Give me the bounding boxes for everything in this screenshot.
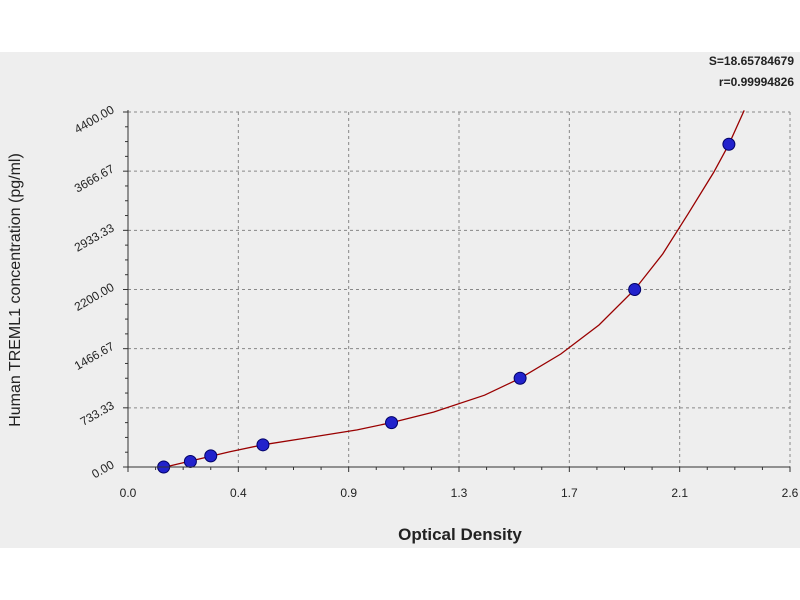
data-point (256, 438, 270, 452)
grid-layer (128, 111, 791, 467)
data-point (385, 416, 399, 430)
data-point (628, 283, 642, 296)
data-point (204, 449, 218, 463)
fit-curve (162, 110, 745, 467)
y-tick-label: 2200.00 (72, 280, 117, 314)
y-tick-label: 0.00 (89, 457, 117, 481)
labels-layer: Optical Density Human TREML1 concentrati… (7, 54, 794, 544)
x-tick-label: 0.0 (120, 486, 137, 500)
chart-background (0, 52, 800, 548)
y-tick-label: 2933.33 (72, 221, 117, 255)
y-tick-label: 3666.67 (72, 161, 117, 195)
x-tick-label: 0.9 (340, 486, 357, 500)
fit-curve-layer (162, 110, 745, 467)
data-point (722, 137, 736, 151)
axes-layer: 0.0 0.4 0.9 1.3 1.7 2.1 2.6 0.00 733.33 1466.67 22… (72, 102, 799, 500)
x-tick-label: 1.3 (451, 486, 468, 500)
annotation-r: r=0.99994826 (719, 75, 794, 89)
data-point (513, 371, 527, 385)
data-points-layer (157, 137, 736, 474)
y-tick-label: 1466.67 (72, 339, 117, 373)
x-tick-label: 1.7 (561, 486, 578, 500)
annotation-s: S=18.65784679 (709, 54, 794, 68)
y-axis-label: Human TREML1 concentration (pg/ml) (7, 153, 24, 427)
bottom-band (0, 548, 800, 600)
x-tick-label: 0.4 (230, 486, 247, 500)
y-tick-label: 4400.00 (72, 102, 117, 136)
x-axis-label: Optical Density (398, 525, 522, 544)
x-tick-label: 2.1 (671, 486, 688, 500)
top-band (0, 0, 800, 52)
y-tick-label: 733.33 (78, 398, 117, 429)
x-tick-label: 2.6 (782, 486, 799, 500)
data-point (183, 454, 197, 468)
